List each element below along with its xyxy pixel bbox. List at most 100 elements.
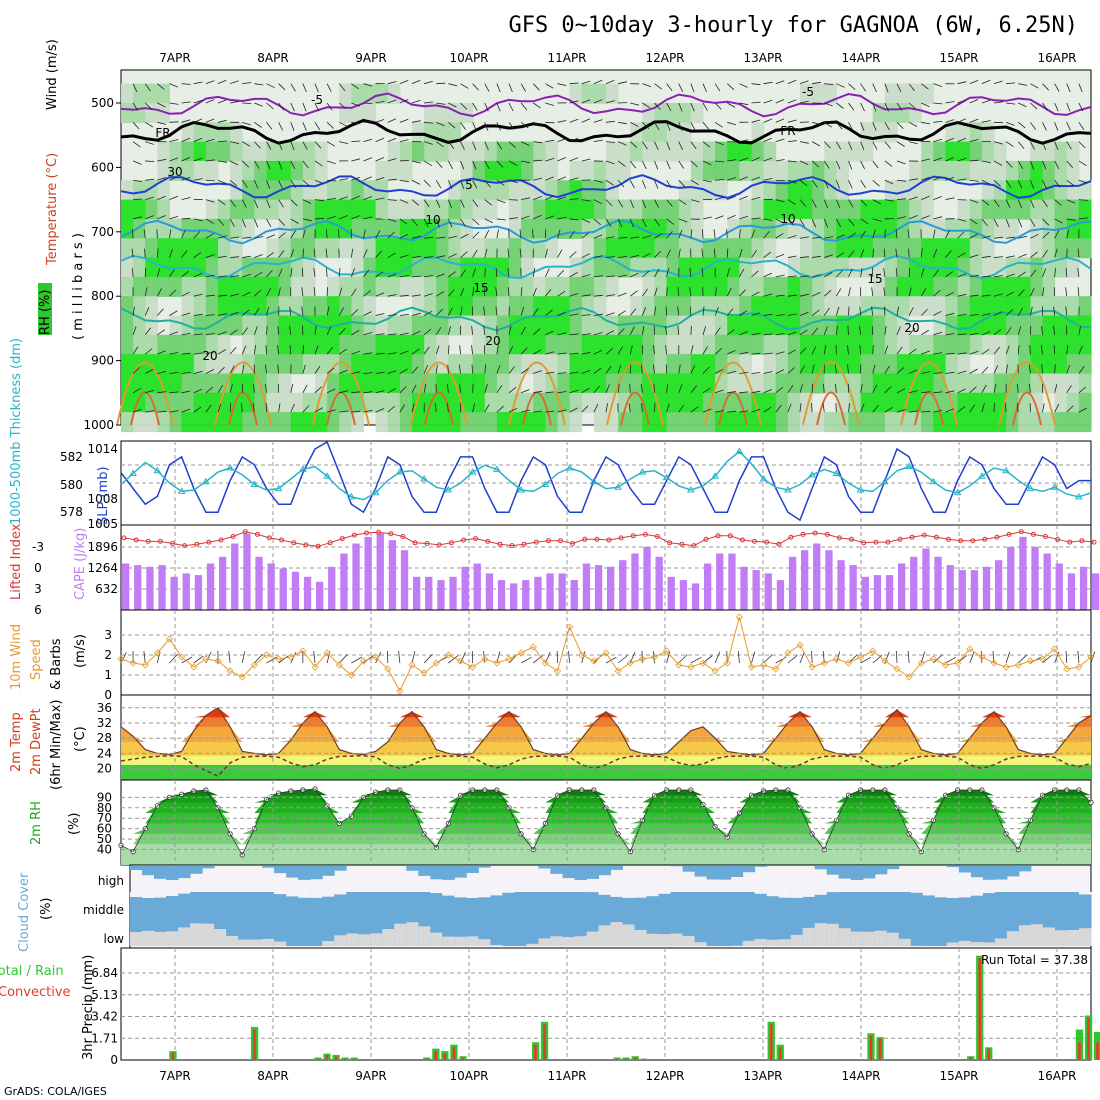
wind-barb — [484, 160, 490, 169]
wind-barb — [569, 251, 577, 258]
rh-shade-cell — [727, 334, 740, 355]
rh-shade-cell — [387, 276, 401, 297]
wind-barb — [496, 385, 503, 394]
wind-barb — [1078, 217, 1088, 220]
rh-shade-cell — [593, 334, 607, 355]
cloud-low-clear — [154, 931, 167, 946]
cloud-high-bar — [742, 866, 756, 873]
wind10-barb — [1005, 651, 1011, 664]
wind-barb — [217, 218, 225, 226]
wind-barb — [629, 308, 637, 316]
wind-barb — [775, 404, 782, 413]
rh-shade-cell — [242, 276, 255, 297]
rh-shade-cell — [121, 296, 134, 317]
wind-barb — [314, 179, 324, 184]
rh-shade-cell — [133, 276, 146, 297]
wind-barb — [666, 383, 668, 393]
rh-shade-cell — [121, 238, 134, 259]
rh-shade-cell — [460, 296, 474, 317]
cloud-mid-bar — [658, 892, 671, 946]
wind-barb — [969, 254, 979, 258]
wind-barb — [653, 383, 655, 393]
wind-barb — [1042, 231, 1050, 239]
wind-barb — [375, 157, 385, 162]
wind-barb — [848, 250, 855, 258]
wind-barb — [242, 255, 252, 258]
rh-shade-cell — [957, 354, 971, 375]
wind-barb — [205, 99, 215, 104]
wind-barb — [545, 139, 555, 143]
wind-barb — [460, 199, 465, 208]
wind-barb — [908, 307, 914, 316]
cloud-mid-clear — [454, 892, 467, 898]
rh-shade-cell — [618, 334, 631, 355]
wind-barb — [642, 307, 647, 316]
rh-shade-cell — [448, 122, 461, 143]
wind-barb — [630, 272, 639, 278]
wind-barb — [654, 102, 661, 111]
wind-barb — [739, 391, 749, 394]
wind-barb — [1077, 287, 1080, 297]
rh-shade-cell — [1030, 199, 1043, 220]
wind-barb — [617, 328, 625, 336]
rh-shade-cell — [727, 257, 740, 278]
wind-barb — [314, 199, 324, 202]
rh-shade-cell — [1018, 199, 1031, 220]
cloud-mid-bar — [562, 892, 575, 946]
wind-barb — [1030, 122, 1037, 130]
cloud-mid-clear — [178, 892, 191, 894]
rh-shade-cell — [315, 315, 328, 336]
rh-shade-cell — [290, 276, 304, 297]
wind-barb — [217, 366, 225, 374]
wind-barb — [557, 352, 567, 355]
wind-barb — [495, 287, 498, 297]
wind-barb — [1054, 160, 1060, 170]
wind-barb — [593, 294, 603, 297]
rh-shade-cell — [230, 160, 243, 181]
wind-barb — [242, 273, 252, 278]
rh-shade-cell — [909, 103, 922, 123]
wind-barb — [496, 199, 506, 204]
wind-barb — [460, 218, 466, 227]
wind-barb — [132, 141, 141, 148]
wind10-barb — [907, 650, 910, 664]
rh-shade-cell — [545, 315, 558, 336]
cloud-mid-clear — [802, 892, 816, 897]
cloud-low-clear — [586, 931, 599, 946]
contour-label: FR — [155, 126, 170, 140]
wind-barb — [787, 79, 797, 85]
wind-barb — [193, 352, 203, 355]
wind-barb — [254, 271, 263, 278]
wind-barb — [520, 141, 530, 146]
thickness-marker — [323, 472, 332, 479]
wind-barb — [993, 141, 1003, 145]
cloud-high-bar — [946, 866, 960, 868]
wind10-point — [165, 635, 174, 643]
wind-barb — [193, 231, 201, 239]
wind-barb — [630, 236, 640, 239]
wind-barb — [193, 293, 203, 297]
wind-barb — [702, 102, 708, 111]
rh-shade-cell — [897, 83, 910, 104]
wind-barb — [860, 249, 865, 258]
axis-tick-label: 578 — [60, 505, 83, 519]
wind10-barb — [338, 654, 348, 664]
rh-shade-cell — [484, 199, 498, 220]
thickness-marker — [153, 466, 162, 474]
wind-barb — [496, 218, 506, 221]
rh-shade-cell — [266, 373, 280, 394]
wind-barb — [448, 141, 455, 149]
wind-barb — [217, 99, 227, 104]
wind-barb — [569, 177, 579, 181]
rh-shade-cell — [739, 160, 752, 181]
wind-barb — [193, 178, 203, 181]
axis-tick-label: 0 — [110, 1053, 118, 1067]
rh-shade-cell — [1066, 180, 1080, 201]
rh-shade-cell — [824, 315, 837, 336]
wind-barb — [872, 364, 876, 374]
wind-barb — [811, 141, 821, 147]
wind-barb — [945, 390, 955, 394]
rh-shade-cell — [921, 238, 934, 259]
cloud-mid-clear — [790, 892, 804, 898]
cloud-low-clear — [1042, 927, 1056, 946]
